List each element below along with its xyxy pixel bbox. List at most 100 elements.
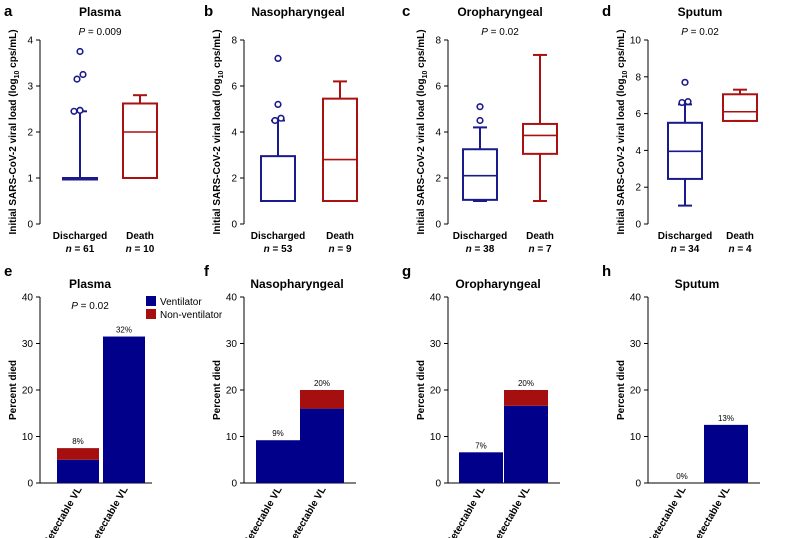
y-tick-label: 4 <box>435 128 441 139</box>
n-value: = 7 <box>535 244 552 255</box>
y-tick-label: 2 <box>435 174 441 185</box>
legend-swatch <box>146 296 156 306</box>
y-tick-label: 0 <box>27 479 33 490</box>
bar-group: 7% Undetectable VL <box>439 441 503 538</box>
y-tick-label: 40 <box>430 293 442 304</box>
ylabel-part: cps/mL) <box>212 29 223 70</box>
sample-size-label: n = 7 <box>528 244 552 255</box>
p-number: = 0.009 <box>85 27 122 38</box>
outlier-point <box>271 116 279 125</box>
y-tick-label: 30 <box>226 339 238 350</box>
n-symbol: n <box>728 244 734 255</box>
category-label: Detectable VL <box>690 485 733 538</box>
box-panel-b: b Nasopharyngeal Initial SARS-CoV-2 viral … <box>204 3 358 255</box>
y-tick-label: 2 <box>231 174 237 185</box>
box-group-discharged: Discharged n = 53 <box>251 54 305 255</box>
panel-title: Nasopharyngeal <box>250 277 343 291</box>
y-tick-label: 30 <box>430 339 442 350</box>
bar-value-label: 7% <box>475 441 487 450</box>
outlier-point <box>73 75 81 83</box>
p-value: P = 0.02 <box>71 301 109 312</box>
ylabel-part: Initial SARS-CoV-2 viral load (log <box>212 78 223 234</box>
ylabel-part: Initial SARS-CoV-2 viral load (log <box>416 78 427 234</box>
category-label: Detectable VL <box>286 485 329 538</box>
bar-group: 0% Undetectable VL <box>640 472 689 538</box>
ylabel-sub: 10 <box>218 70 225 78</box>
outlier-point <box>476 103 484 111</box>
bar-panel-g: g Oropharyngeal Percent died 0 10 20 30 40 7% Und… <box>402 263 560 538</box>
outlier-point <box>684 98 692 106</box>
y-tick-label: 20 <box>22 386 34 397</box>
bar-segment-ventilator <box>256 440 300 483</box>
y-tick-label: 30 <box>630 339 642 350</box>
n-value: = 53 <box>270 244 293 255</box>
panel-letter: d <box>602 3 611 20</box>
n-symbol: n <box>66 244 72 255</box>
panel-title: Plasma <box>79 5 121 19</box>
bar-group: 13% Detectable VL <box>690 414 748 538</box>
sample-size-label: n = 34 <box>671 244 700 255</box>
panel-title: Oropharyngeal <box>457 5 542 19</box>
y-tick-label: 4 <box>635 146 641 157</box>
p-value: P = 0.009 <box>78 27 122 38</box>
y-axis-label: Percent died <box>616 360 627 420</box>
box-group-discharged: Discharged n = 38 <box>453 103 507 255</box>
p-value: P = 0.02 <box>481 27 519 38</box>
p-number: = 0.02 <box>688 27 719 38</box>
y-tick-label: 10 <box>226 432 238 443</box>
y-tick-label: 40 <box>226 293 238 304</box>
bar-group: 9% Undetectable VL <box>236 429 300 538</box>
bar-segment-ventilator <box>103 336 145 483</box>
y-tick-label: 0 <box>435 220 441 231</box>
category-label: Undetectable VL <box>36 485 85 538</box>
bar-group: 8% Undetectable VL <box>36 437 99 538</box>
bar-panel-e: e Plasma P = 0.02 Percent died 0 10 20 30 40 8% Un… <box>4 263 223 538</box>
sample-size-label: n = 61 <box>66 244 95 255</box>
y-tick-label: 40 <box>22 293 34 304</box>
ylabel-part: Initial SARS-CoV-2 viral load (log <box>8 78 19 234</box>
box-panel-d: d Sputum P = 0.02 Initial SARS-CoV-2 viral … <box>602 3 758 255</box>
bar-group: 32% Detectable VL <box>88 326 145 538</box>
box-iqr <box>260 155 296 202</box>
outlier-point <box>476 116 484 125</box>
y-tick-label: 8 <box>231 36 237 47</box>
bar-segment-ventilator <box>459 452 503 483</box>
outlier-point <box>274 100 282 108</box>
y-tick-label: 0 <box>635 220 641 231</box>
box-group-death: Death n = 10 <box>122 94 158 255</box>
bar-segment-ventilator <box>704 424 748 483</box>
category-label: Detectable VL <box>490 485 533 538</box>
bar-segment-ventilator <box>300 408 344 483</box>
y-tick-label: 20 <box>430 386 442 397</box>
panel-title: Plasma <box>69 277 111 291</box>
n-symbol: n <box>528 244 534 255</box>
box-iqr <box>522 122 558 155</box>
panel-letter: b <box>204 3 213 20</box>
y-tick-label: 6 <box>635 109 641 120</box>
sample-size-label: n = 38 <box>466 244 495 255</box>
y-tick-label: 3 <box>27 82 33 93</box>
panel-letter: g <box>402 263 411 280</box>
y-tick-label: 10 <box>430 432 442 443</box>
panel-title: Sputum <box>675 277 720 291</box>
y-tick-label: 2 <box>27 128 33 139</box>
y-tick-label: 8 <box>635 72 641 83</box>
n-value: = 61 <box>72 244 95 255</box>
p-symbol: P <box>681 27 688 38</box>
outlier-point <box>681 78 689 86</box>
box-group-death: Death n = 9 <box>322 80 358 255</box>
y-tick-label: 0 <box>231 220 237 231</box>
ylabel-sub: 10 <box>622 70 629 78</box>
category-label: Discharged <box>658 231 712 242</box>
category-label: Discharged <box>53 231 107 242</box>
category-label: Death <box>326 231 354 242</box>
n-symbol: n <box>126 244 132 255</box>
bar-value-label: 9% <box>272 429 284 438</box>
panel-letter: c <box>402 3 410 20</box>
panel-title: Nasopharyngeal <box>251 5 344 19</box>
p-symbol: P <box>78 27 85 38</box>
category-label: Detectable VL <box>88 485 131 538</box>
panel-title: Sputum <box>678 5 723 19</box>
ylabel-sub: 10 <box>14 70 21 78</box>
